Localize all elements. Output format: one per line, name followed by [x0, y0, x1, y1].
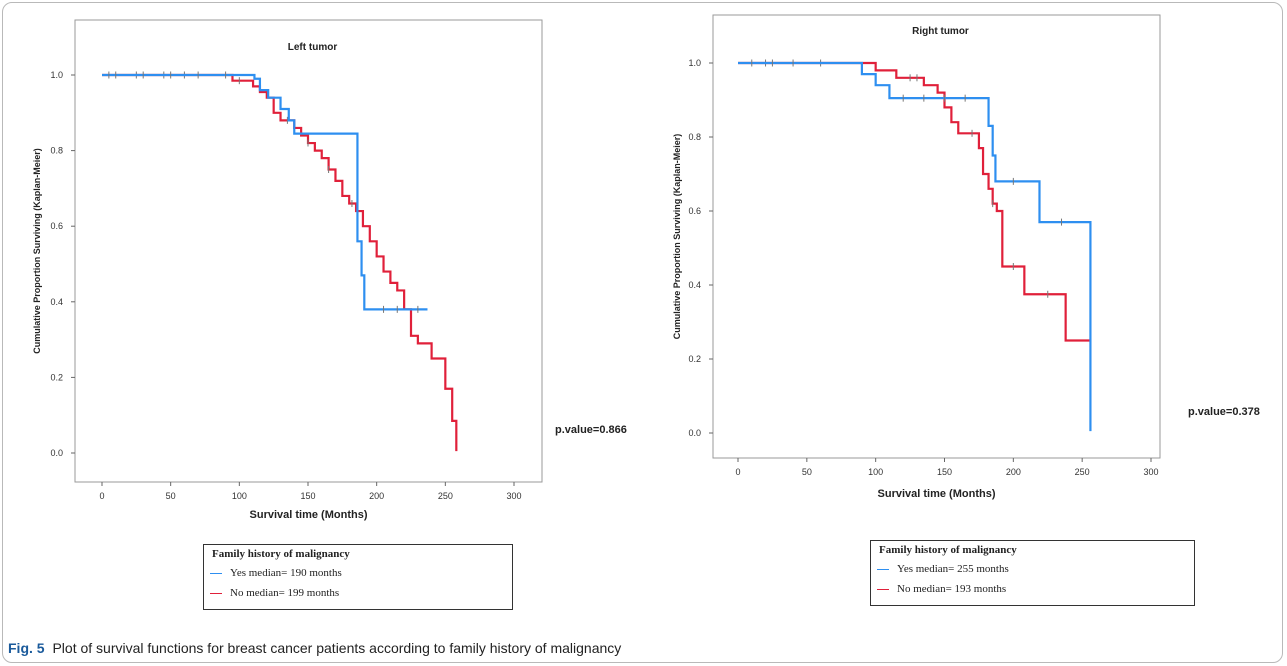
right-tumor-chart: Right tumor 0 50 100 150 200 250 300 0.0 0.2 0.4 0.…	[672, 14, 1260, 500]
left-y-tick-label: 0.6	[50, 221, 63, 231]
right-y-tick-label: 0.2	[688, 354, 701, 364]
right-tumor-panel: Right tumor 0 50 100 150 200 250 300 0.0 0.2 0.4 0.…	[640, 0, 1287, 620]
figure-label: Fig. 5	[8, 640, 45, 656]
left-legend-label-no: No median= 199 months	[230, 587, 340, 599]
left-y-tick-label: 1.0	[50, 70, 63, 80]
left-x-tick-label: 200	[369, 491, 384, 501]
right-y-tick-label: 0.8	[688, 132, 701, 142]
right-legend-label-no: No median= 193 months	[897, 583, 1007, 595]
right-y-tick-label: 1.0	[688, 58, 701, 68]
right-y-tick-label: 0.0	[688, 428, 701, 438]
right-x-tick-label: 250	[1075, 467, 1090, 477]
right-x-tick-label: 300	[1143, 467, 1158, 477]
left-y-tick-label: 0.2	[50, 372, 63, 382]
left-legend-label-yes: Yes median= 190 months	[230, 567, 342, 579]
right-plot-frame	[712, 14, 1161, 459]
left-x-tick-label: 300	[506, 491, 521, 501]
left-y-axis-label: Cumulative Proportion Surviving (Kaplan-…	[32, 148, 42, 354]
right-legend-item-no: No median= 193 months	[871, 579, 1194, 599]
left-x-tick-label: 250	[438, 491, 453, 501]
left-x-tick-label: 0	[99, 491, 104, 501]
right-x-tick-label: 200	[1006, 467, 1021, 477]
right-x-tick-label: 100	[868, 467, 883, 477]
right-x-axis-label: Survival time (Months)	[878, 488, 996, 500]
left-legend-swatch-yes	[210, 572, 222, 574]
left-tumor-panel: Left tumor 0 50 100 150 200 250 300 0.0 0.2 0.4 0.6…	[0, 0, 640, 620]
right-x-tick-label: 150	[937, 467, 952, 477]
left-y-tick-label: 0.4	[50, 297, 63, 307]
figure-caption-text: Plot of survival functions for breast ca…	[52, 640, 622, 656]
left-y-tick-label: 0.8	[50, 146, 63, 156]
right-y-tick-label: 0.4	[688, 280, 701, 290]
left-y-tick-label: 0.0	[50, 448, 63, 458]
left-series-no-line	[102, 73, 458, 452]
left-chart-title: Left tumor	[288, 42, 338, 53]
left-series-yes-line	[102, 73, 428, 311]
left-legend: Family history of malignancy Yes median=…	[203, 544, 513, 610]
figure-caption: Fig. 5 Plot of survival functions for br…	[8, 640, 621, 656]
right-y-axis-label: Cumulative Proportion Surviving (Kaplan-…	[672, 134, 682, 340]
left-legend-swatch-no	[210, 592, 222, 594]
left-x-tick-label: 150	[300, 491, 315, 501]
right-legend-swatch-no	[877, 588, 889, 590]
right-legend: Family history of malignancy Yes median=…	[870, 540, 1195, 606]
left-p-value-annotation: p.value=0.866	[555, 424, 627, 436]
right-p-value-annotation: p.value=0.378	[1188, 406, 1260, 418]
right-x-tick-label: 0	[735, 467, 740, 477]
left-x-tick-label: 50	[166, 491, 176, 501]
right-legend-label-yes: Yes median= 255 months	[897, 563, 1009, 575]
left-x-axis-label: Survival time (Months)	[250, 509, 368, 521]
right-series-no-line	[738, 61, 1091, 342]
right-chart-title: Right tumor	[912, 26, 969, 37]
left-legend-item-yes: Yes median= 190 months	[204, 563, 512, 583]
left-plot-frame	[74, 19, 543, 483]
right-legend-swatch-yes	[877, 568, 889, 570]
right-x-tick-label: 50	[802, 467, 812, 477]
right-series-yes-line	[738, 61, 1092, 432]
left-x-tick-label: 100	[232, 491, 247, 501]
left-legend-item-no: No median= 199 months	[204, 583, 512, 603]
right-legend-title: Family history of malignancy	[879, 544, 1017, 556]
left-tumor-chart: Left tumor 0 50 100 150 200 250 300 0.0 0.2 0.4 0.6…	[32, 19, 627, 521]
left-legend-title: Family history of malignancy	[212, 548, 350, 560]
right-y-tick-label: 0.6	[688, 206, 701, 216]
right-legend-item-yes: Yes median= 255 months	[871, 559, 1194, 579]
